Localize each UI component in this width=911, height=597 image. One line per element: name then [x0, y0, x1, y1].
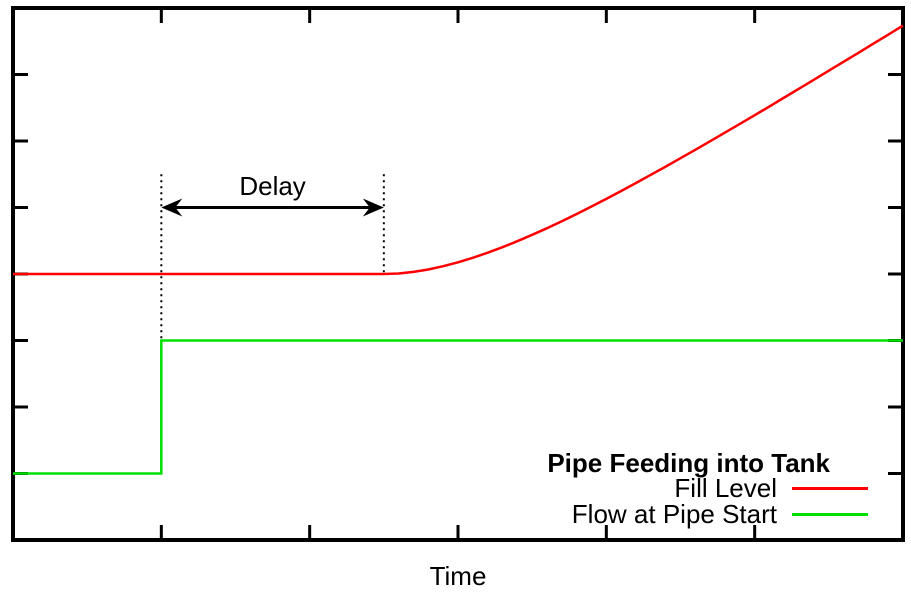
- legend-line-sample-fill-level: [792, 486, 868, 490]
- delay-arrow-head-right: [362, 198, 384, 217]
- legend-label-flow-at-pipe-start: Flow at Pipe Start: [571, 498, 777, 529]
- legend-label-fill-level: Fill Level: [674, 472, 777, 503]
- legend-line-sample-flow-at-pipe-start: [792, 512, 868, 516]
- legend-title: Pipe Feeding into Tank: [547, 448, 830, 478]
- x-axis-label: Time: [429, 561, 487, 591]
- series-line-flow-at-pipe-start: [13, 339, 903, 475]
- legend-entry-flow-at-pipe-start: Flow at Pipe Start: [571, 498, 868, 529]
- legend-entry-fill-level: Fill Level: [674, 472, 868, 503]
- delay-arrow-head-left: [161, 198, 183, 217]
- delay-annotation-label: Delay: [239, 170, 306, 201]
- series-line-fill-level: [13, 24, 904, 276]
